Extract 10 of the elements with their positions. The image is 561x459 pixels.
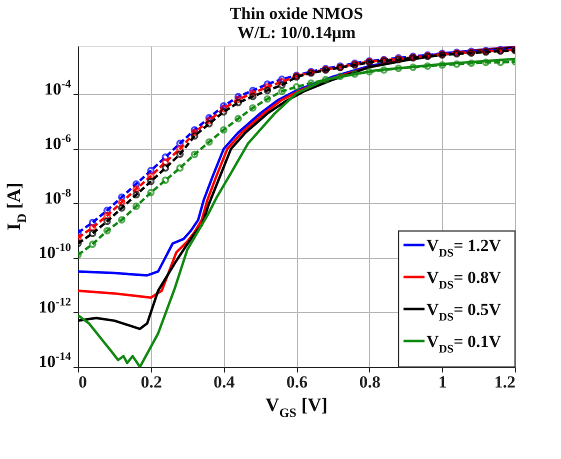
chart-subtitle: W/L: 10/0.14μm bbox=[237, 23, 356, 42]
x-tick-label: 0.8 bbox=[359, 372, 380, 392]
chart-title: Thin oxide NMOS bbox=[230, 4, 364, 23]
y-axis-title: ID [A] bbox=[4, 182, 30, 230]
x-tick-label: 0.6 bbox=[286, 372, 308, 392]
x-tick-label: 1 bbox=[438, 372, 447, 392]
x-tick-label: 0.2 bbox=[140, 372, 162, 392]
x-tick-label: 0 bbox=[78, 372, 87, 392]
x-tick-label: 0.4 bbox=[214, 372, 236, 392]
x-tick-label: 1.2 bbox=[494, 372, 516, 392]
